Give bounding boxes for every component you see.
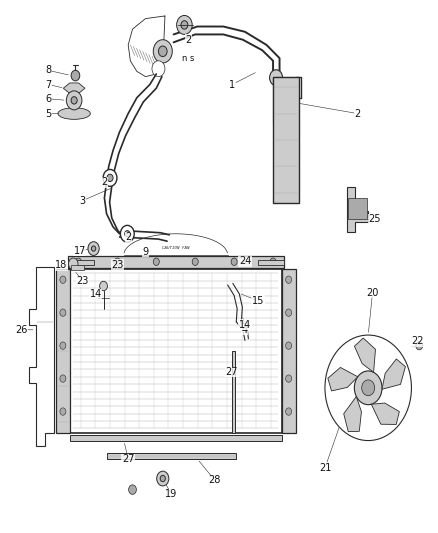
Text: 17: 17 <box>74 246 86 256</box>
Text: 2: 2 <box>101 177 107 187</box>
Polygon shape <box>64 83 85 93</box>
Bar <box>106 453 236 459</box>
Text: 9: 9 <box>142 247 148 257</box>
Bar <box>67 260 94 265</box>
Text: 20: 20 <box>366 288 379 298</box>
Text: 27: 27 <box>122 454 134 464</box>
Polygon shape <box>354 338 375 372</box>
Text: 2: 2 <box>186 35 192 45</box>
Text: 4: 4 <box>242 325 248 335</box>
Circle shape <box>153 258 159 265</box>
Circle shape <box>60 408 66 415</box>
Circle shape <box>66 91 82 110</box>
Bar <box>70 435 282 441</box>
Text: 3: 3 <box>80 196 86 206</box>
Text: 26: 26 <box>15 325 27 335</box>
Bar <box>273 77 299 203</box>
Text: s: s <box>190 54 194 63</box>
Circle shape <box>286 375 292 382</box>
Circle shape <box>125 231 130 237</box>
Circle shape <box>354 371 382 405</box>
Text: 14: 14 <box>90 289 102 300</box>
Circle shape <box>157 471 169 486</box>
Circle shape <box>68 258 78 270</box>
Polygon shape <box>328 367 358 391</box>
Text: n: n <box>181 54 186 63</box>
Circle shape <box>286 408 292 415</box>
Circle shape <box>286 276 292 284</box>
Circle shape <box>60 375 66 382</box>
Circle shape <box>270 70 283 86</box>
Bar <box>282 269 296 433</box>
Bar <box>67 256 284 268</box>
Text: 2: 2 <box>125 232 131 243</box>
Circle shape <box>325 335 411 441</box>
Text: 19: 19 <box>165 489 177 499</box>
Circle shape <box>129 485 136 494</box>
Circle shape <box>114 258 120 265</box>
Text: 22: 22 <box>412 336 424 346</box>
Bar <box>71 265 84 270</box>
Bar <box>56 269 70 433</box>
Circle shape <box>286 309 292 317</box>
Bar <box>273 77 297 124</box>
Polygon shape <box>344 397 361 432</box>
Text: 24: 24 <box>239 256 251 266</box>
Text: 18: 18 <box>55 261 67 270</box>
Circle shape <box>153 39 172 63</box>
Circle shape <box>60 276 66 284</box>
Text: 23: 23 <box>111 260 124 270</box>
Circle shape <box>177 15 192 35</box>
Circle shape <box>75 258 81 265</box>
Circle shape <box>159 46 167 56</box>
Text: 1: 1 <box>229 79 235 90</box>
Circle shape <box>270 258 276 265</box>
Text: 23: 23 <box>77 276 89 286</box>
Circle shape <box>71 70 80 81</box>
Text: CAUTION FAN: CAUTION FAN <box>162 246 190 249</box>
Circle shape <box>107 174 113 182</box>
Bar <box>70 269 282 433</box>
Circle shape <box>103 169 117 187</box>
Circle shape <box>282 96 293 109</box>
Text: 2: 2 <box>354 109 360 118</box>
Polygon shape <box>382 359 406 389</box>
Circle shape <box>152 61 165 77</box>
Circle shape <box>181 21 188 29</box>
Circle shape <box>286 342 292 349</box>
Circle shape <box>416 342 423 350</box>
Text: 6: 6 <box>45 94 51 104</box>
Circle shape <box>88 241 99 255</box>
Bar <box>348 198 367 219</box>
Text: 27: 27 <box>226 367 238 377</box>
Circle shape <box>92 246 96 251</box>
Circle shape <box>362 380 374 395</box>
Text: 8: 8 <box>45 65 51 75</box>
Text: 21: 21 <box>319 463 331 473</box>
Text: 7: 7 <box>45 79 51 90</box>
Polygon shape <box>346 188 368 232</box>
Text: 25: 25 <box>368 214 381 224</box>
Circle shape <box>71 96 77 104</box>
Circle shape <box>60 342 66 349</box>
Polygon shape <box>371 403 399 424</box>
Circle shape <box>160 475 166 482</box>
Text: 5: 5 <box>45 109 51 118</box>
Bar <box>232 351 236 433</box>
Text: 28: 28 <box>208 475 221 485</box>
Text: 14: 14 <box>239 319 251 329</box>
Bar <box>258 260 284 265</box>
Circle shape <box>285 100 290 106</box>
Text: 15: 15 <box>252 296 264 306</box>
Ellipse shape <box>58 108 90 119</box>
Polygon shape <box>29 266 54 446</box>
Circle shape <box>100 281 107 291</box>
Circle shape <box>192 258 198 265</box>
Circle shape <box>120 225 134 242</box>
Circle shape <box>60 309 66 317</box>
Circle shape <box>231 258 237 265</box>
